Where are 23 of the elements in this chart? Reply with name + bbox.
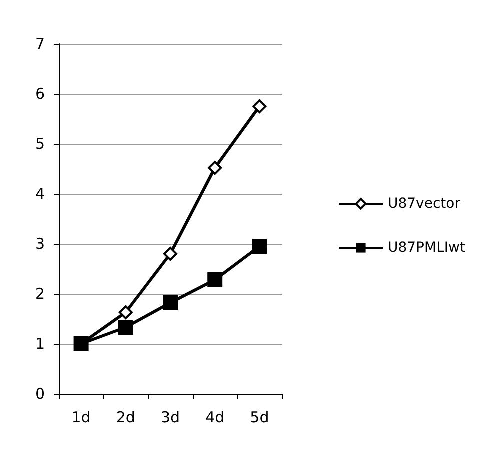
point (118, 320, 134, 335)
y-tick-label: 4 (35, 185, 45, 203)
point (118, 306, 133, 320)
point (163, 296, 178, 310)
x-tick-label: 4d (206, 408, 225, 426)
y-tick-label: 7 (35, 35, 45, 53)
legend-label: U87vector (388, 196, 461, 212)
point (252, 100, 267, 114)
legend-label: U87PMLIwt (388, 240, 466, 256)
y-tick-label: 6 (35, 85, 45, 103)
x-tick-label: 1d (72, 408, 91, 426)
point (208, 272, 223, 288)
x-tick-label: 5d (250, 408, 270, 426)
y-tick-label: 5 (35, 135, 45, 153)
y-tick-label: 0 (35, 385, 45, 403)
point (252, 239, 268, 254)
y-tick-label: 1 (35, 335, 45, 353)
point (208, 161, 222, 175)
point (164, 247, 178, 261)
y-tick-label: 2 (35, 285, 45, 303)
y-tick-label: 3 (35, 235, 45, 253)
x-tick-label: 2d (116, 408, 136, 426)
x-tick-label: 3d (160, 408, 180, 426)
